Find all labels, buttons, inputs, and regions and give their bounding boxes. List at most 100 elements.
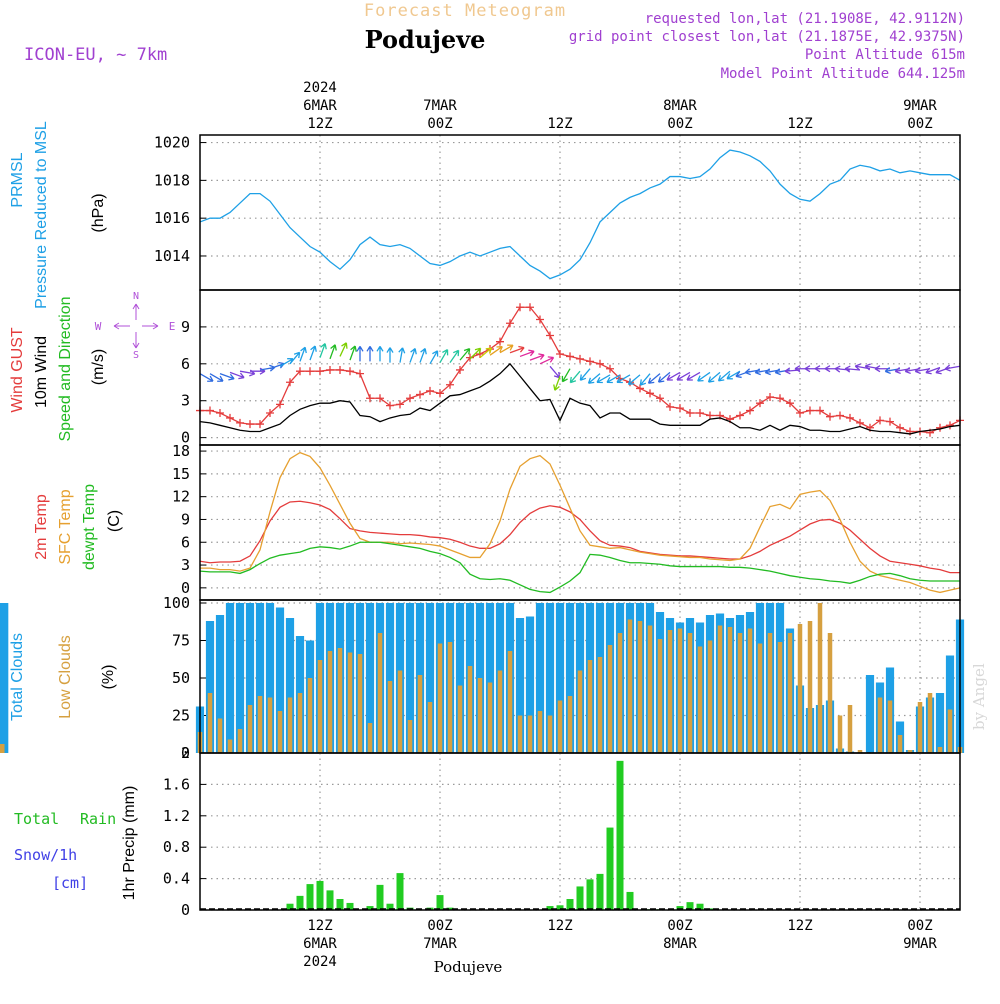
bar	[567, 696, 573, 753]
bar	[547, 715, 553, 753]
gust-marker	[696, 409, 704, 418]
wind-arrow	[925, 366, 941, 375]
bar	[217, 718, 223, 753]
gust-marker	[636, 384, 644, 393]
gust-marker	[396, 400, 404, 409]
bottom-time-label: 00Z	[427, 918, 452, 934]
gust-marker	[416, 390, 424, 399]
top-time-label: 2024	[303, 80, 337, 96]
bar	[467, 666, 473, 753]
gust-marker	[736, 411, 744, 420]
bar	[647, 625, 653, 753]
y-tick-label: 0.8	[163, 838, 190, 856]
y-tick-label: 0	[181, 579, 190, 597]
gust-marker	[796, 409, 804, 418]
gust-marker	[236, 418, 244, 427]
bar	[807, 621, 813, 753]
bar	[696, 903, 704, 910]
y-tick-label: 9	[181, 318, 190, 336]
bar	[555, 603, 565, 753]
bar	[927, 693, 933, 753]
panel-label: (m/s)	[90, 349, 107, 385]
bar	[857, 750, 863, 753]
gust-marker	[706, 411, 714, 420]
bar	[525, 616, 535, 753]
gust-marker	[346, 367, 354, 376]
gust-marker	[656, 394, 664, 403]
meteogram-panels: 1014 1016 1018 1020 PRMSL Pressure Reduced to…	[0, 121, 965, 919]
gust-marker	[356, 369, 364, 378]
bar	[676, 906, 684, 910]
bar	[417, 675, 423, 753]
bar	[365, 603, 375, 753]
bar	[697, 646, 703, 753]
bar	[366, 906, 374, 910]
bar	[797, 624, 803, 753]
gust-marker	[306, 367, 314, 376]
bar	[727, 627, 733, 753]
bar	[327, 651, 333, 753]
bottom-time-label: 00Z	[667, 918, 692, 934]
panel-label: 1hr Precip (mm)	[121, 786, 138, 901]
bar	[657, 639, 663, 753]
wind-arrow	[356, 346, 364, 362]
y-tick-label: 100	[163, 594, 190, 612]
bar	[707, 640, 713, 753]
gust-marker	[536, 315, 544, 324]
bar	[487, 682, 493, 753]
wind-arrow	[561, 368, 571, 383]
bar	[296, 895, 304, 910]
wind-compass: N S W E	[95, 291, 176, 361]
gust-marker	[886, 417, 894, 426]
bar	[367, 723, 373, 753]
gust-marker	[686, 409, 694, 418]
bar	[565, 603, 575, 753]
bar	[546, 906, 554, 910]
bar	[376, 884, 384, 910]
bar	[596, 873, 604, 910]
wind-arrow	[596, 374, 611, 384]
gust-marker	[496, 337, 504, 346]
gust-marker	[266, 409, 274, 418]
wind-arrow	[717, 370, 731, 382]
wind-arrow	[587, 373, 601, 384]
bar	[0, 747, 5, 753]
bar	[377, 633, 383, 753]
panel-label: (%)	[100, 665, 117, 690]
gust-marker	[206, 406, 214, 415]
series-line	[200, 451, 961, 594]
bottom-time-label: 12Z	[787, 918, 812, 934]
panel-1: 0 3 6 9 Wind GUST 10m Wind Speed and Direction…	[9, 289, 964, 447]
bar	[817, 603, 823, 753]
gust-marker	[296, 367, 304, 376]
series-2m-temp	[199, 500, 960, 574]
wind-arrow	[299, 346, 307, 362]
wind-arrow	[549, 365, 561, 379]
bar	[535, 603, 545, 753]
top-time-label: 6MAR	[303, 98, 337, 114]
wind-arrow	[349, 345, 357, 361]
gust-marker	[276, 400, 284, 409]
bar	[347, 652, 353, 753]
wind-arrow	[229, 371, 245, 380]
bar	[237, 729, 243, 753]
wind-arrow	[329, 344, 337, 360]
bar	[827, 633, 833, 753]
model-name: ICON-EU, ~ 7km	[24, 45, 167, 65]
top-time-label: 00Z	[427, 116, 452, 132]
top-time-label: 8MAR	[663, 98, 697, 114]
gust-marker	[366, 394, 374, 403]
bar	[0, 603, 9, 753]
bar	[626, 891, 634, 910]
gust-marker	[226, 413, 234, 422]
gust-marker	[746, 406, 754, 415]
panel-label: Pressure Reduced to MSL	[33, 121, 50, 309]
bar	[257, 696, 263, 753]
bar	[576, 886, 584, 910]
gust-marker	[836, 411, 844, 420]
wind-arrow	[726, 370, 741, 380]
y-tick-label: 0	[181, 429, 190, 447]
panel-frame	[199, 134, 961, 291]
wind-arrows	[199, 342, 961, 391]
